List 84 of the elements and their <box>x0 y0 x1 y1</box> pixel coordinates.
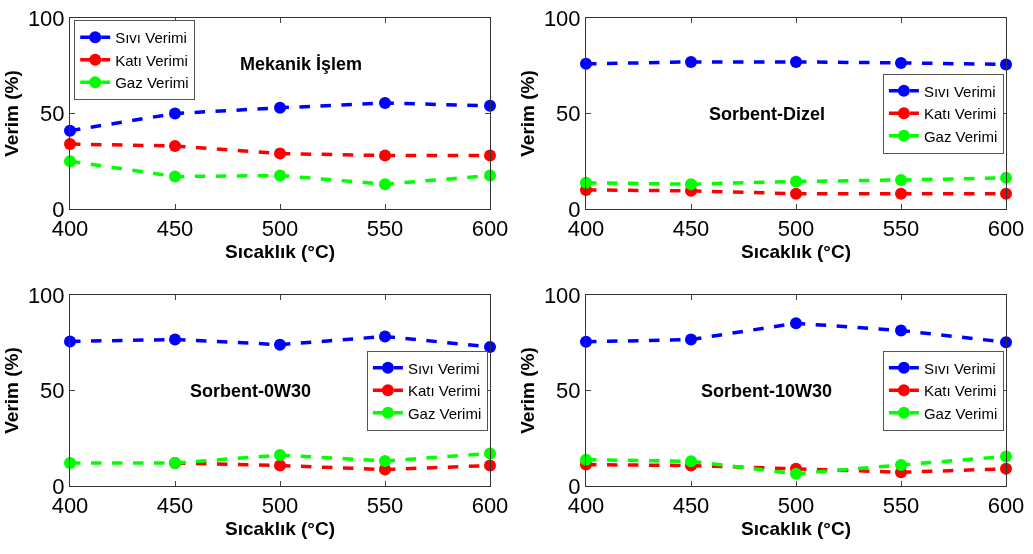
x-tick-label: 550 <box>366 216 404 242</box>
legend-label: Sıvı Verimi <box>923 82 996 100</box>
y-tick-label: 100 <box>543 5 581 31</box>
y-tick-label: 50 <box>556 378 581 404</box>
point <box>685 333 697 346</box>
point <box>790 175 802 188</box>
x-tick-label: 450 <box>156 493 194 519</box>
legend-label: Gaz Verimi <box>923 127 998 145</box>
y-axis-title: Verim (%) <box>516 70 538 157</box>
text: Sorbent-Dizel <box>709 104 826 124</box>
text: Sorbent-0W30 <box>190 381 312 401</box>
x-tick-label: 500 <box>261 216 299 242</box>
x-tick-label: 550 <box>882 216 920 242</box>
legend-label: Sıvı Verimi <box>923 359 996 377</box>
legend-label: Gaz Verimi <box>407 404 482 422</box>
x-axis-title: Sıcaklık (°C) <box>224 518 336 540</box>
x-tick-label: 450 <box>672 493 710 519</box>
legend-label: Katı Verimi <box>923 105 997 123</box>
point <box>580 335 592 348</box>
point <box>1000 462 1012 475</box>
y-tick-label: 50 <box>40 101 65 127</box>
point <box>685 455 697 468</box>
x-axis-title: Sıcaklık (°C) <box>224 241 336 263</box>
point <box>1000 336 1012 349</box>
x-tick-label: 600 <box>987 493 1025 519</box>
y-axis-title: Verim (%) <box>516 347 538 434</box>
text: Sorbent-10W30 <box>701 381 833 401</box>
point <box>379 454 391 467</box>
x-tick-label: 550 <box>882 493 920 519</box>
point <box>379 178 391 191</box>
y-tick-label: 50 <box>40 378 65 404</box>
point <box>274 101 286 114</box>
x-tick-label: 500 <box>777 493 815 519</box>
x-tick-label: 550 <box>366 493 404 519</box>
legend-label: Sıvı Verimi <box>407 359 480 377</box>
point <box>274 147 286 160</box>
point <box>169 107 181 120</box>
y-tick-label: 100 <box>27 5 65 31</box>
point <box>1000 171 1012 184</box>
legend-label: Gaz Verimi <box>923 404 998 422</box>
point <box>790 55 802 68</box>
point <box>379 97 391 109</box>
legend-label: Gaz Verimi <box>115 74 189 92</box>
legend-label: Katı Verimi <box>923 382 997 400</box>
point <box>790 187 802 200</box>
text: Mekanik İşlem <box>240 54 363 74</box>
x-tick-label: 450 <box>672 216 710 242</box>
legend-label: Katı Verimi <box>115 51 188 69</box>
point <box>580 176 592 189</box>
point <box>169 333 181 346</box>
y-axis-title: Verim (%) <box>0 70 22 157</box>
x-tick-label: 500 <box>261 493 299 519</box>
point <box>580 57 592 70</box>
point <box>895 56 907 69</box>
y-tick-label: 100 <box>27 282 65 308</box>
point <box>685 178 697 191</box>
point <box>895 324 907 337</box>
point <box>790 317 802 330</box>
point <box>484 99 496 112</box>
point <box>379 330 391 343</box>
x-tick-label: 450 <box>156 216 194 242</box>
point <box>169 139 181 152</box>
point <box>274 459 286 472</box>
point <box>169 170 181 183</box>
point <box>274 449 286 462</box>
y-tick-label: 50 <box>556 101 581 127</box>
point <box>790 467 802 480</box>
point <box>274 169 286 182</box>
point <box>685 55 697 68</box>
point <box>379 149 391 162</box>
x-tick-label: 500 <box>777 216 815 242</box>
point <box>895 458 907 471</box>
legend-label: Sıvı Verimi <box>115 29 187 47</box>
x-tick-label: 600 <box>987 216 1025 242</box>
x-tick-label: 600 <box>471 493 509 519</box>
x-axis-title: Sıcaklık (°C) <box>740 518 852 540</box>
point <box>895 187 907 200</box>
point <box>274 338 286 351</box>
y-axis-title: Verim (%) <box>0 347 22 434</box>
legend-label: Katı Verimi <box>407 382 481 400</box>
point <box>895 173 907 186</box>
y-tick-label: 100 <box>543 282 581 308</box>
x-axis-title: Sıcaklık (°C) <box>740 241 852 263</box>
x-tick-label: 600 <box>471 216 509 242</box>
